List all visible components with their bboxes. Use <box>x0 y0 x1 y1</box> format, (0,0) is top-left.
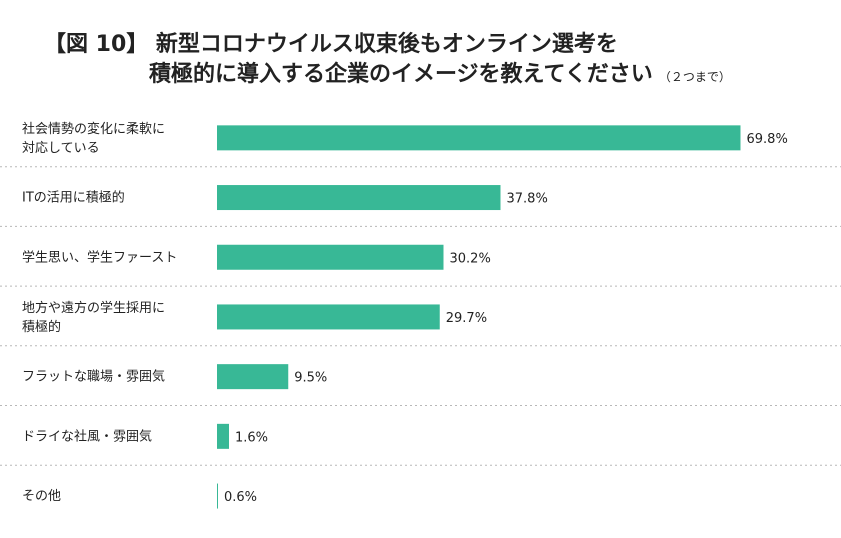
category-label-line: 積極的 <box>22 319 61 335</box>
category-label-line: フラットな職場・雰囲気 <box>22 369 165 385</box>
chart-title: 【図 10】 新型コロナウイルス収束後もオンライン選考を 積極的に導入する企業の… <box>44 30 834 92</box>
value-label: 9.5% <box>294 371 327 386</box>
chart-title-line2: 積極的に導入する企業のイメージを教えてください （２つまで） <box>149 60 834 92</box>
category-label-line: その他 <box>22 489 61 504</box>
bar <box>217 304 440 330</box>
bar <box>217 185 501 211</box>
category-label: 社会情勢の変化に柔軟に対応している <box>22 121 165 156</box>
value-label: 30.2% <box>450 251 491 266</box>
category-label: ITの活用に積極的 <box>22 190 125 206</box>
category-label-line: ITの活用に積極的 <box>22 190 125 206</box>
category-label-line: 対応している <box>22 141 100 156</box>
category-label-line: 学生思い、学生ファースト <box>22 249 177 265</box>
category-label: 地方や遠方の学生採用に積極的 <box>22 300 165 335</box>
category-label-line: ドライな社風・雰囲気 <box>22 428 152 444</box>
category-label-line: 地方や遠方の学生採用に <box>22 300 165 316</box>
chart-title-note: （２つまで） <box>658 70 731 84</box>
category-label: フラットな職場・雰囲気 <box>22 369 165 385</box>
bar <box>217 244 444 270</box>
bar <box>217 483 218 509</box>
chart-title-line1: 【図 10】 新型コロナウイルス収束後もオンライン選考を <box>44 32 618 57</box>
chart-title-line2-text: 積極的に導入する企業のイメージを教えてください <box>149 62 653 87</box>
category-label: 学生思い、学生ファースト <box>22 249 177 265</box>
bar <box>217 423 229 449</box>
value-label: 1.6% <box>235 430 268 445</box>
category-label-line: 社会情勢の変化に柔軟に <box>22 121 165 137</box>
value-label: 37.8% <box>507 192 548 207</box>
bar <box>217 364 289 390</box>
category-label: ドライな社風・雰囲気 <box>22 428 152 444</box>
category-label: その他 <box>22 489 61 504</box>
bar <box>217 125 741 151</box>
value-label: 69.8% <box>747 132 788 147</box>
value-label: 29.7% <box>446 311 487 326</box>
value-label: 0.6% <box>224 490 257 505</box>
